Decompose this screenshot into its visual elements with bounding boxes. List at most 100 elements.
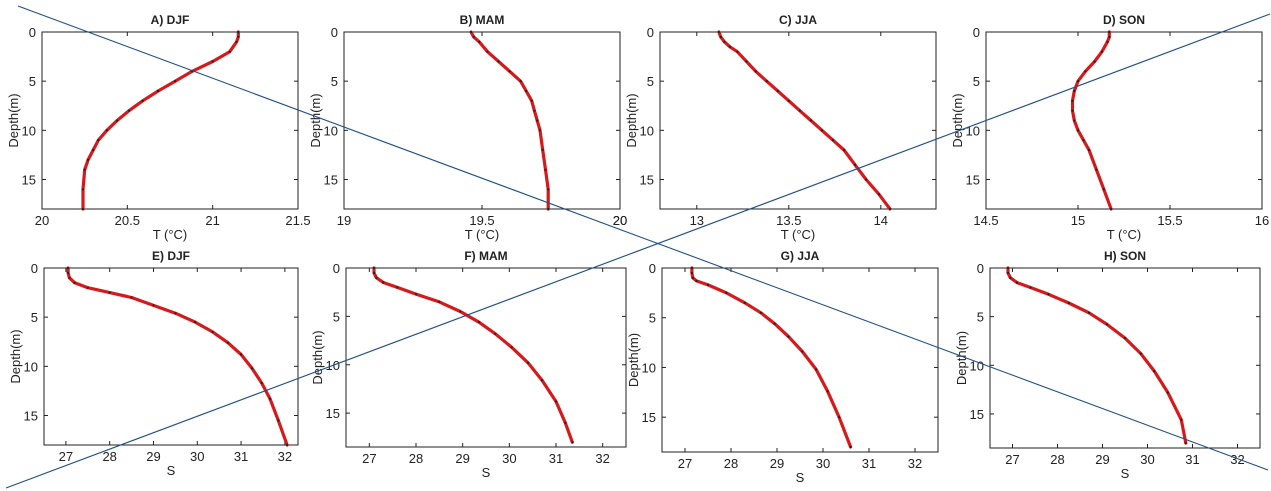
profile-point xyxy=(1166,391,1169,394)
y-tick-label: 5 xyxy=(29,74,36,89)
chart-title: B) MAM xyxy=(460,13,505,27)
profile-point xyxy=(1073,119,1076,122)
profile-point xyxy=(706,283,710,287)
profile-point xyxy=(538,129,542,132)
x-axis-label: T (°C) xyxy=(465,227,500,242)
profile-point xyxy=(1087,148,1091,152)
profile-point xyxy=(1071,109,1074,112)
profile-line xyxy=(81,30,240,211)
profile-point xyxy=(1006,266,1010,270)
profile-point xyxy=(1095,168,1098,171)
profile-point xyxy=(815,368,818,371)
profile-point xyxy=(530,99,533,102)
x-axis-label: S xyxy=(1121,466,1130,481)
x-tick-label: 32 xyxy=(595,451,609,466)
profile-point xyxy=(787,99,790,102)
x-tick-label: 14 xyxy=(874,213,888,228)
profile-point xyxy=(1108,35,1111,39)
profile-point xyxy=(285,443,289,447)
profile-point xyxy=(235,40,238,43)
x-tick-label: 31 xyxy=(1185,452,1199,467)
profile-point xyxy=(877,193,881,196)
profile-point xyxy=(765,80,768,83)
profile-point xyxy=(864,178,868,181)
plot-frame xyxy=(989,267,1261,449)
profile-point xyxy=(193,320,197,324)
x-tick-label: 31 xyxy=(862,456,876,471)
x-tick-label: 32 xyxy=(1230,452,1244,467)
profile-point xyxy=(728,45,732,48)
chart-title: F) MAM xyxy=(464,249,507,263)
profile-point xyxy=(1153,370,1156,373)
profile-point xyxy=(497,60,500,63)
y-tick-label: 0 xyxy=(973,25,980,40)
x-tick-label: 20.5 xyxy=(115,213,140,228)
chart-title: G) JJA xyxy=(781,249,820,263)
x-tick-label: 32 xyxy=(278,449,292,464)
x-tick-label: 28 xyxy=(1050,452,1064,467)
overlay-line-descending xyxy=(17,5,1269,471)
profile-point xyxy=(691,276,694,280)
profile-point xyxy=(459,310,462,313)
profile-point xyxy=(73,281,76,284)
x-tick-label: 30 xyxy=(1140,452,1154,467)
profile-point xyxy=(414,293,418,296)
x-tick-label: 27 xyxy=(678,456,692,471)
x-tick-label: 19.5 xyxy=(469,213,494,228)
profile-point xyxy=(237,35,240,39)
x-tick-label: 15.5 xyxy=(1157,213,1182,228)
x-tick-label: 21.5 xyxy=(285,213,310,228)
profile-point xyxy=(826,390,829,393)
y-tick-label: 5 xyxy=(333,309,340,324)
x-axis-label: T (°C) xyxy=(1107,227,1142,242)
plot-frame xyxy=(661,267,939,453)
profile-point xyxy=(1087,311,1091,314)
profile-point xyxy=(486,50,489,53)
profile-point xyxy=(152,304,155,307)
profile-point xyxy=(250,367,254,370)
x-axis-label: S xyxy=(482,465,491,480)
y-tick-label: 10 xyxy=(24,359,38,374)
y-tick-label: 10 xyxy=(970,358,984,373)
chart-panel-6: F) MAM272829303132051015SDepth(m) xyxy=(310,249,627,480)
plot-frame xyxy=(43,267,299,446)
profile-point xyxy=(375,276,378,279)
profile-point xyxy=(554,400,558,403)
profile-point xyxy=(745,60,748,63)
y-tick-label: 15 xyxy=(642,410,656,425)
profile-point xyxy=(723,40,726,43)
profile-point xyxy=(508,70,511,73)
y-axis-label: Depth(m) xyxy=(8,329,23,383)
y-tick-label: 15 xyxy=(24,409,38,424)
y-tick-label: 10 xyxy=(640,123,654,138)
chart-title: A) DJF xyxy=(151,13,190,27)
profile-point xyxy=(544,168,547,171)
profile-point xyxy=(1076,129,1080,132)
profile-point xyxy=(1071,99,1074,102)
y-tick-label: 15 xyxy=(324,173,338,188)
profile-point xyxy=(86,286,89,289)
profile-point xyxy=(1009,276,1012,279)
profile-point xyxy=(86,158,90,161)
y-tick-label: 5 xyxy=(973,74,980,89)
x-tick-label: 21 xyxy=(205,213,219,228)
profile-point xyxy=(754,70,757,73)
y-axis-label: Depth(m) xyxy=(6,93,21,147)
overlay-line-ascending xyxy=(5,13,1271,489)
profile-point xyxy=(842,148,846,152)
profile-point xyxy=(525,89,528,93)
profile-point xyxy=(469,30,473,34)
x-tick-label: 28 xyxy=(102,449,116,464)
profile-point xyxy=(1006,271,1010,274)
profile-point xyxy=(536,119,539,122)
profile-point xyxy=(1139,352,1142,355)
profile-point xyxy=(1015,281,1019,284)
profile-point xyxy=(478,40,481,43)
profile-point xyxy=(68,276,71,279)
profile-point xyxy=(1073,89,1076,93)
profile-point xyxy=(798,109,801,112)
profile-point xyxy=(372,266,376,270)
plot-frame xyxy=(343,31,621,210)
profile-point xyxy=(519,80,522,83)
profile-point xyxy=(1106,40,1109,43)
